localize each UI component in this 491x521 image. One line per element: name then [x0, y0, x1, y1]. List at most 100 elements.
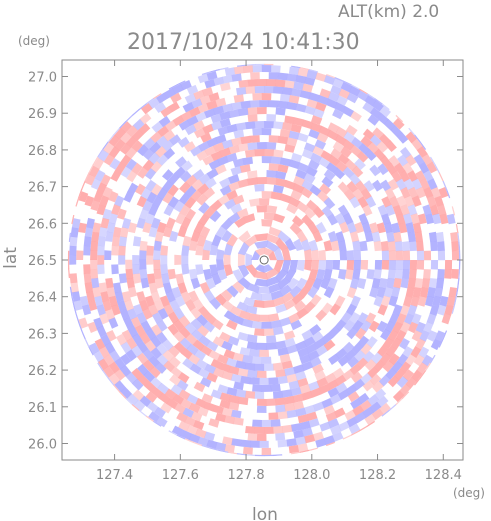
- reflectivity-cell: [286, 344, 298, 354]
- reflectivity-cell: [330, 85, 342, 96]
- reflectivity-cell: [421, 354, 433, 367]
- reflectivity-cell: [126, 337, 138, 350]
- radar-center-marker: [259, 255, 269, 265]
- reflectivity-cell: [360, 400, 372, 412]
- reflectivity-cell: [197, 73, 209, 84]
- reflectivity-cell: [388, 295, 398, 307]
- reflectivity-cell: [308, 381, 320, 391]
- reflectivity-cell: [349, 145, 362, 157]
- reflectivity-cell: [328, 326, 341, 338]
- reflectivity-cell: [67, 250, 70, 260]
- reflectivity-cell: [365, 196, 377, 208]
- reflectivity-cell: [275, 170, 287, 180]
- reflectivity-cell: [144, 168, 157, 180]
- reflectivity-cell: [315, 221, 327, 234]
- reflectivity-cell: [131, 162, 143, 175]
- reflectivity-cell: [109, 350, 121, 362]
- reflectivity-cell: [399, 170, 410, 183]
- reflectivity-cell: [176, 412, 188, 423]
- reflectivity-cell: [286, 137, 298, 147]
- reflectivity-cell: [407, 170, 418, 182]
- reflectivity-cell: [237, 368, 249, 377]
- reflectivity-cell: [306, 199, 318, 212]
- reflectivity-cell: [261, 93, 272, 101]
- reflectivity-cell: [70, 282, 79, 293]
- reflectivity-cell: [115, 162, 126, 174]
- reflectivity-cell: [385, 368, 397, 380]
- reflectivity-cell: [439, 213, 449, 225]
- reflectivity-cell: [140, 277, 150, 289]
- reflectivity-cell: [76, 250, 84, 260]
- reflectivity-cell: [281, 292, 295, 304]
- reflectivity-cell: [441, 313, 452, 325]
- reflectivity-cell: [339, 221, 350, 234]
- reflectivity-cell: [338, 269, 347, 280]
- reflectivity-cell: [204, 363, 216, 375]
- reflectivity-cell: [131, 140, 143, 152]
- reflectivity-cell: [243, 446, 253, 455]
- reflectivity-cell: [311, 249, 320, 261]
- reflectivity-cell: [308, 159, 320, 170]
- reflectivity-cell: [185, 208, 196, 221]
- reflectivity-cell: [408, 186, 419, 199]
- reflectivity-cell: [240, 439, 251, 448]
- reflectivity-cell: [261, 384, 272, 392]
- reflectivity-cell: [337, 181, 350, 194]
- reflectivity-cell: [286, 101, 298, 111]
- reflectivity-cell: [206, 372, 218, 383]
- reflectivity-cell: [210, 113, 222, 124]
- reflectivity-cell: [444, 304, 454, 316]
- reflectivity-cell: [314, 139, 327, 150]
- reflectivity-cell: [423, 269, 431, 280]
- reflectivity-cell: [261, 191, 272, 199]
- reflectivity-cell: [388, 260, 397, 270]
- reflectivity-cell: [301, 361, 314, 371]
- reflectivity-cell: [436, 278, 445, 289]
- reflectivity-cell: [388, 155, 400, 167]
- reflectivity-cell: [198, 306, 210, 318]
- reflectivity-cell: [394, 269, 403, 280]
- reflectivity-cell: [217, 354, 229, 365]
- reflectivity-cell: [288, 159, 301, 169]
- reflectivity-cell: [384, 222, 394, 234]
- reflectivity-cell: [204, 108, 216, 119]
- reflectivity-cell: [284, 395, 295, 405]
- reflectivity-cell: [400, 186, 411, 199]
- reflectivity-cell: [232, 158, 244, 168]
- reflectivity-cell: [273, 213, 286, 224]
- reflectivity-cell: [228, 181, 240, 192]
- reflectivity-cell: [128, 286, 137, 298]
- reflectivity-cell: [190, 307, 202, 320]
- reflectivity-cell: [247, 114, 258, 122]
- reflectivity-cell: [223, 254, 231, 266]
- reflectivity-cell: [366, 336, 378, 348]
- reflectivity-cell: [387, 375, 400, 388]
- reflectivity-cell: [162, 350, 174, 362]
- reflectivity-cell: [164, 120, 177, 132]
- reflectivity-cell: [290, 319, 303, 331]
- reflectivity-cell: [156, 221, 167, 234]
- reflectivity-cell: [291, 65, 301, 69]
- reflectivity-cell: [381, 410, 390, 417]
- reflectivity-cell: [114, 127, 126, 140]
- reflectivity-cell: [233, 381, 244, 391]
- reflectivity-cell: [256, 398, 267, 406]
- reflectivity-cell: [89, 165, 100, 178]
- reflectivity-cell: [209, 297, 222, 310]
- reflectivity-cell: [383, 119, 396, 131]
- reflectivity-cell: [392, 321, 403, 334]
- reflectivity-cell: [209, 244, 219, 256]
- reflectivity-cell: [306, 411, 318, 421]
- reflectivity-cell: [275, 237, 289, 251]
- reflectivity-cell: [321, 176, 334, 188]
- reflectivity-cell: [266, 240, 280, 252]
- reflectivity-cell: [256, 177, 267, 185]
- reflectivity-cell: [202, 123, 214, 135]
- reflectivity-cell: [263, 328, 275, 336]
- reflectivity-cell: [299, 384, 311, 394]
- y-tick-label: 26.6: [28, 217, 57, 232]
- reflectivity-cell: [220, 289, 233, 302]
- reflectivity-cell: [323, 169, 336, 181]
- reflectivity-cell: [451, 250, 460, 261]
